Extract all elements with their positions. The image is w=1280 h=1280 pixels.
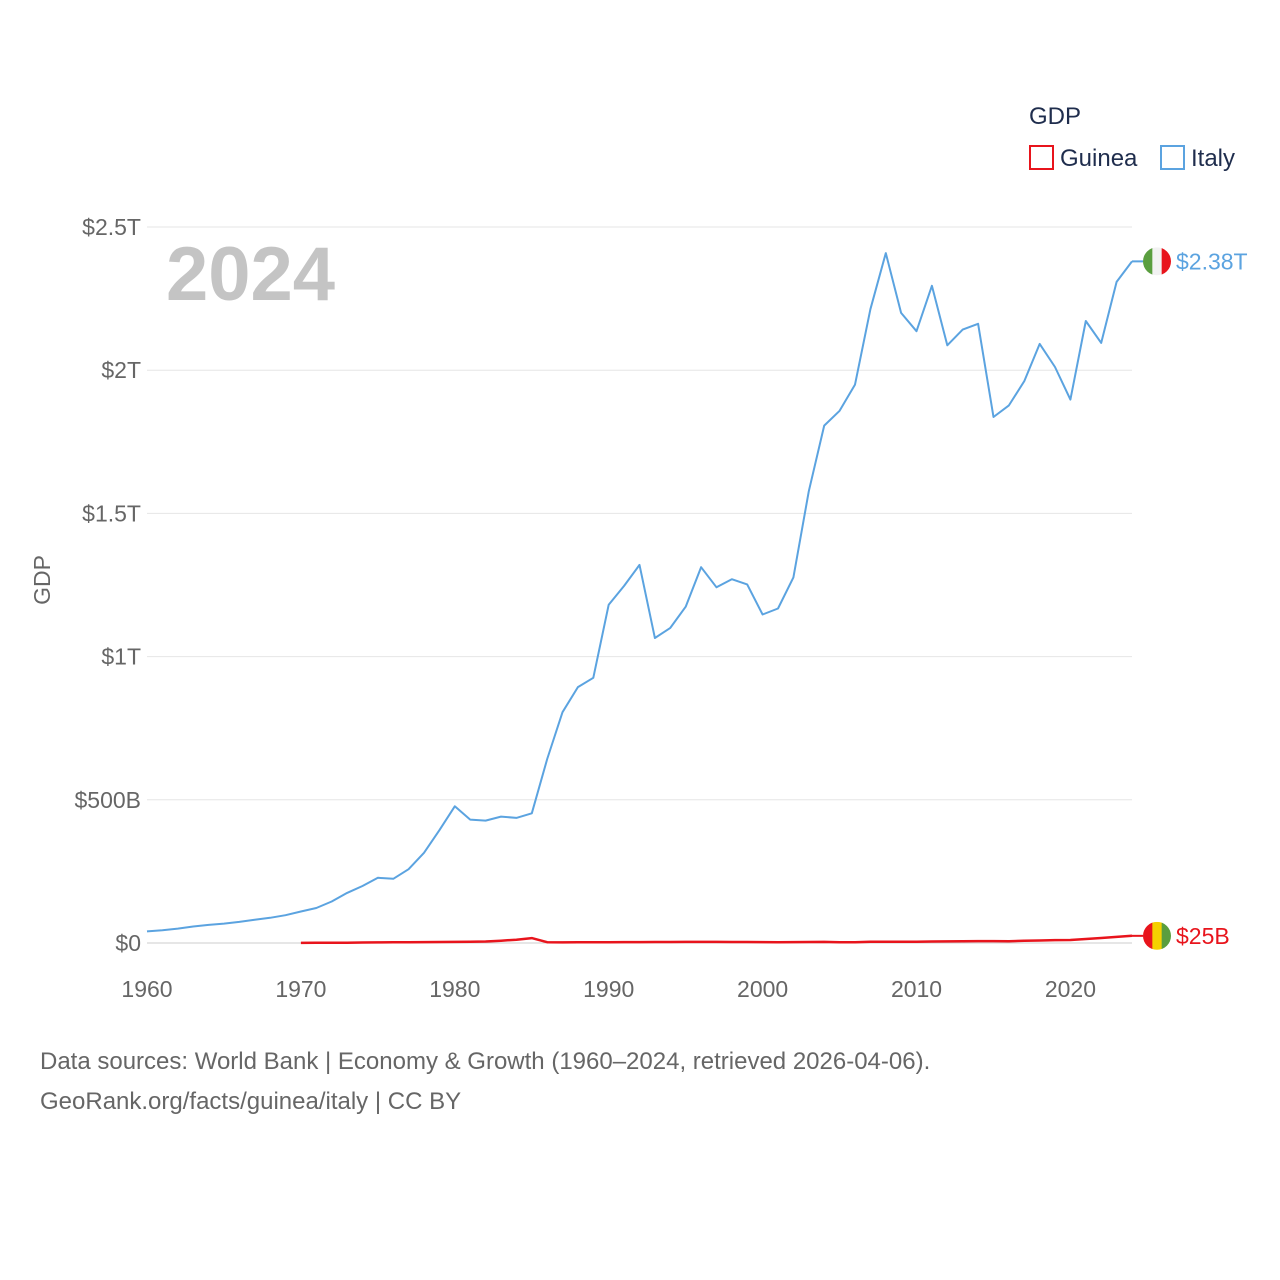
y-tick-label: $0 — [115, 930, 141, 956]
gdp-line-chart: $0 $500B $1T $1.5T $2T $2.5T 1960 1970 1980 1990… — [29, 103, 1248, 1002]
gridlines — [147, 226, 1132, 944]
source-line-2[interactable]: GeoRank.org/facts/guinea/italy | CC BY — [40, 1088, 462, 1115]
source-line-1: Data sources: World Bank | Economy & Gro… — [40, 1048, 931, 1075]
y-tick-label: $500B — [74, 787, 141, 813]
x-tick-label: 2010 — [891, 976, 942, 1002]
legend-title: GDP — [1029, 103, 1081, 130]
x-tick-label: 1980 — [429, 976, 480, 1002]
source-note: Data sources: World Bank | Economy & Gro… — [40, 1042, 1240, 1122]
italy-flag-icon — [1143, 247, 1171, 276]
x-tick-label: 1960 — [121, 976, 172, 1002]
y-tick-label: $1.5T — [82, 500, 141, 526]
end-markers: $2.38T $25B — [1132, 247, 1248, 950]
legend-item-guinea[interactable]: Guinea — [1029, 145, 1138, 172]
legend-label-italy: Italy — [1191, 145, 1235, 172]
legend-swatch-guinea — [1029, 145, 1054, 170]
series-line-italy — [146, 252, 1133, 933]
series-line-guinea — [300, 934, 1133, 945]
y-tick-label: $2T — [101, 357, 141, 383]
x-axis-ticks: 1960 1970 1980 1990 2000 2010 2020 — [121, 976, 1096, 1002]
x-tick-label: 1990 — [583, 976, 634, 1002]
y-tick-label: $2.5T — [82, 214, 141, 240]
legend-item-italy[interactable]: Italy — [1160, 145, 1235, 172]
legend-swatch-italy — [1160, 145, 1185, 170]
end-label-italy: $2.38T — [1176, 248, 1248, 274]
year-label: 2024 — [166, 232, 335, 317]
x-tick-label: 1970 — [275, 976, 326, 1002]
end-label-guinea: $25B — [1176, 923, 1230, 949]
guinea-flag-icon — [1143, 921, 1171, 950]
x-tick-label: 2020 — [1045, 976, 1096, 1002]
legend-label-guinea: Guinea — [1060, 145, 1138, 172]
series-lines — [146, 252, 1133, 945]
x-tick-label: 2000 — [737, 976, 788, 1002]
y-tick-label: $1T — [101, 644, 141, 670]
legend: GDP Guinea Italy — [1029, 103, 1235, 172]
y-axis-ticks: $0 $500B $1T $1.5T $2T $2.5T — [74, 214, 141, 956]
y-axis-title: GDP — [29, 555, 55, 605]
